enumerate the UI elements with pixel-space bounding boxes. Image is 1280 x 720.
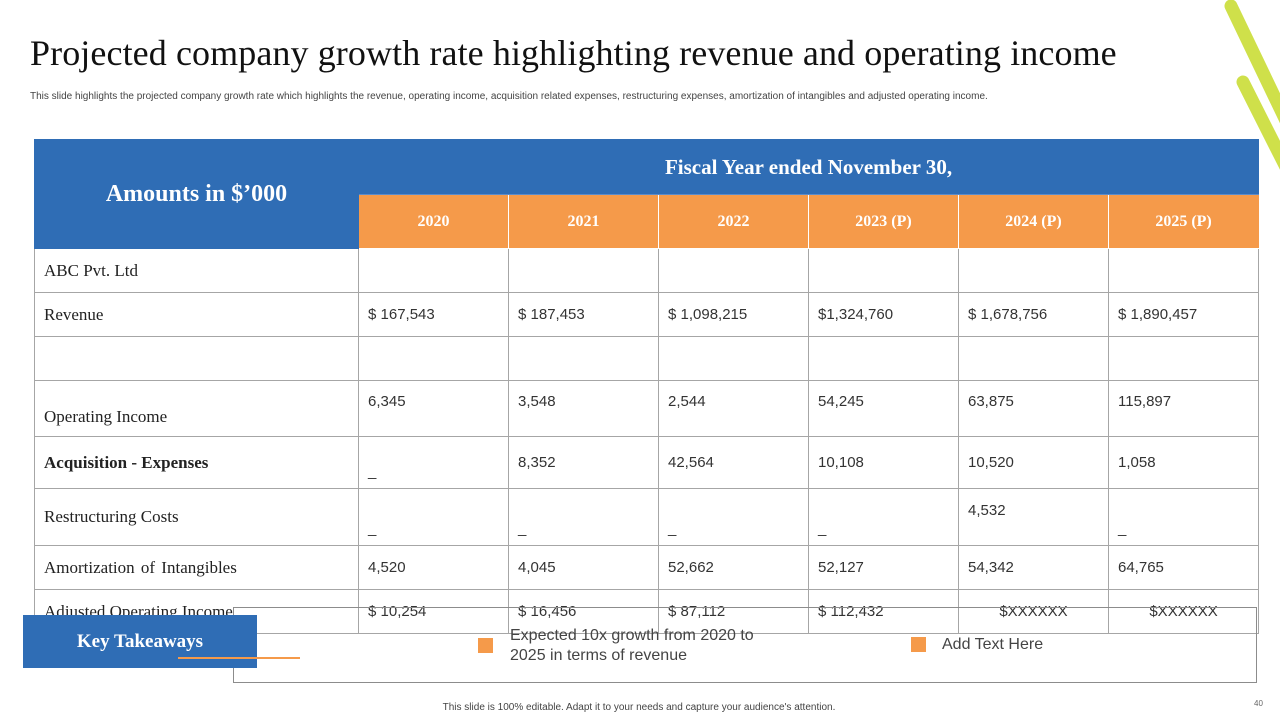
table-cell: 54,245	[808, 380, 959, 437]
table-row: Restructuring Costs _ _ _ _ 4,532 _	[34, 488, 1260, 546]
footer-text: This slide is 100% editable. Adapt it to…	[442, 702, 836, 713]
table-cell: _	[508, 488, 659, 546]
table-cell: $ 167,543	[358, 292, 509, 337]
table-cell	[508, 248, 659, 293]
table-cell: 42,564	[658, 436, 809, 489]
row-label: Acquisition - Expenses	[34, 436, 359, 489]
row-label: Revenue	[34, 292, 359, 337]
table-cell: _	[358, 488, 509, 546]
table-row	[34, 336, 1260, 381]
table-cell: $ 187,453	[508, 292, 659, 337]
page-number: 40	[1254, 699, 1263, 708]
table-cell: 10,108	[808, 436, 959, 489]
table-cell: 52,127	[808, 545, 959, 590]
table-cell: 10,520	[958, 436, 1109, 489]
year-header: 2024 (P)	[958, 194, 1109, 249]
row-label: Operating Income	[34, 380, 359, 437]
table-cell	[1107, 336, 1260, 381]
table-cell: _	[1107, 488, 1260, 546]
table-cell: 4,045	[508, 545, 659, 590]
table-cell: 8,352	[508, 436, 659, 489]
table-cell: 54,342	[958, 545, 1109, 590]
row-label: Restructuring Costs	[34, 488, 359, 546]
row-label	[34, 336, 359, 381]
table-row: ABC Pvt. Ltd	[34, 248, 1260, 293]
table-cell	[958, 336, 1109, 381]
year-header: 2020	[358, 194, 509, 249]
table-cell: $ 1,098,215	[658, 292, 809, 337]
table-row: Operating Income 6,345 3,548 2,544 54,24…	[34, 380, 1260, 437]
table-cell: $ 1,890,457	[1107, 292, 1260, 337]
table-cell: $1,324,760	[808, 292, 959, 337]
key-takeaways-label: Key Takeaways	[23, 615, 257, 668]
amounts-header: Amounts in $’000	[34, 139, 359, 249]
table-cell: 63,875	[958, 380, 1109, 437]
table-cell: 64,765	[1107, 545, 1260, 590]
takeaway-text: Add Text Here	[942, 635, 1043, 655]
table-row: Revenue $ 167,543 $ 187,453 $ 1,098,215 …	[34, 292, 1260, 337]
table-row: Amortization of Intangibles 4,520 4,045 …	[34, 545, 1260, 590]
table-cell	[808, 336, 959, 381]
orange-square-bullet-icon	[911, 637, 926, 652]
table-cell: 2,544	[658, 380, 809, 437]
year-header: 2023 (P)	[808, 194, 959, 249]
row-label: Amortization of Intangibles	[34, 545, 359, 590]
page-subtitle: This slide highlights the projected comp…	[30, 91, 988, 102]
takeaway-line: Add Text Here	[942, 636, 1044, 653]
table-cell	[1107, 248, 1260, 293]
table-cell: _	[658, 488, 809, 546]
financial-table: Amounts in $’000 Fiscal Year ended Novem…	[34, 139, 1260, 634]
takeaway-line: Expected 10x growth from 2020 to	[510, 627, 754, 644]
table-cell	[658, 336, 809, 381]
year-header: 2021	[508, 194, 659, 249]
table-cell	[958, 248, 1109, 293]
table-cell: _	[808, 488, 959, 546]
year-header: 2025 (P)	[1107, 194, 1260, 249]
takeaway-line: 2025 in terms of revenue	[510, 647, 687, 664]
table-cell: 52,662	[658, 545, 809, 590]
table-cell	[808, 248, 959, 293]
table-cell: 4,520	[358, 545, 509, 590]
year-header: 2022	[658, 194, 809, 249]
table-cell	[658, 248, 809, 293]
table-cell	[358, 248, 509, 293]
row-label: ABC Pvt. Ltd	[34, 248, 359, 293]
key-takeaways-underline	[178, 657, 300, 659]
table-cell	[358, 336, 509, 381]
table-cell	[508, 336, 659, 381]
table-cell: _	[358, 436, 509, 489]
table-cell: 6,345	[358, 380, 509, 437]
takeaway-text: Expected 10x growth from 2020 to 2025 in…	[510, 626, 754, 666]
footer-note: This slide is 100% editable. Adapt it to…	[0, 702, 1280, 713]
table-cell: 3,548	[508, 380, 659, 437]
table-cell: 4,532	[958, 488, 1109, 546]
page-title: Projected company growth rate highlighti…	[30, 33, 1117, 73]
table-cell: $ 1,678,756	[958, 292, 1109, 337]
table-row: Acquisition - Expenses _ 8,352 42,564 10…	[34, 436, 1260, 489]
orange-square-bullet-icon	[478, 638, 493, 653]
fiscal-year-header: Fiscal Year ended November 30,	[357, 139, 1260, 195]
table-cell: 1,058	[1107, 436, 1260, 489]
table-cell: 115,897	[1107, 380, 1260, 437]
